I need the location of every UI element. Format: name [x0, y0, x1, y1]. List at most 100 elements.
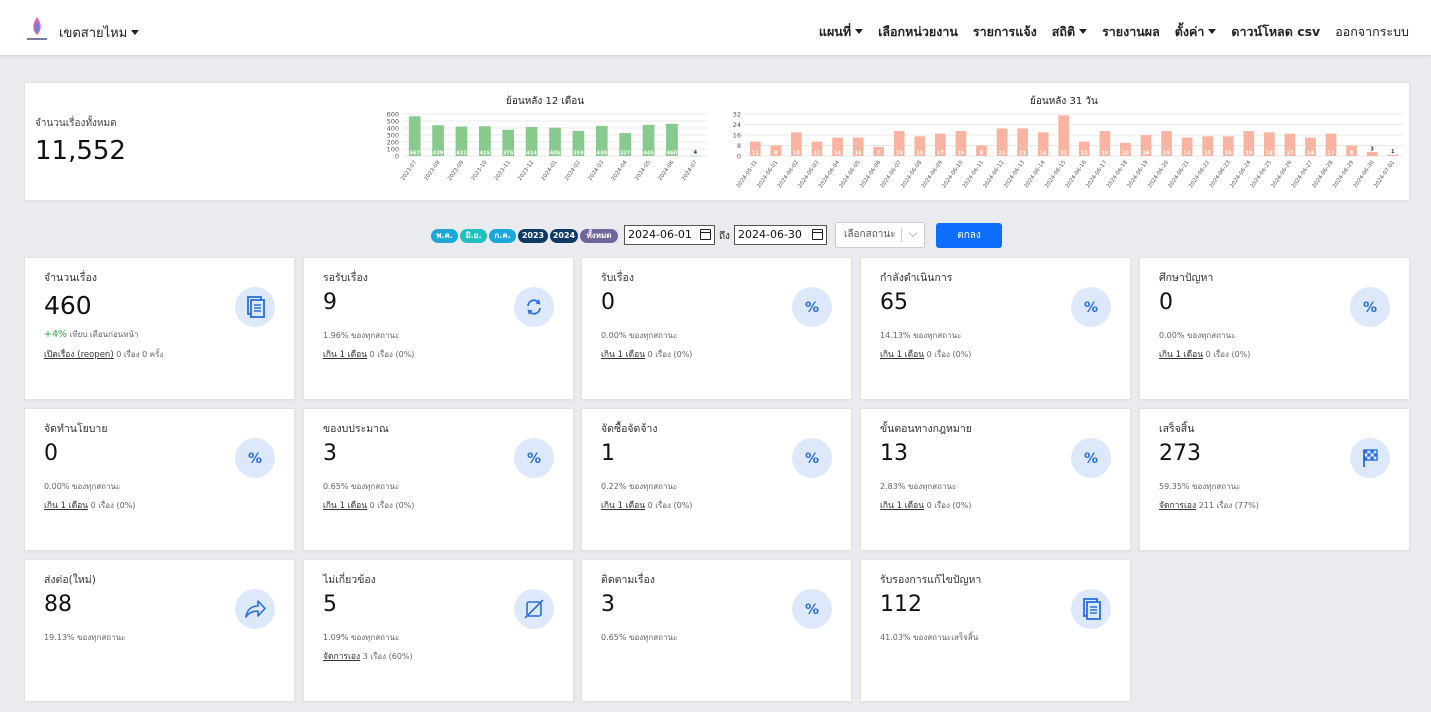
- pill-all[interactable]: ทั้งหมด: [580, 229, 618, 243]
- x-tick-label: 2023-09: [447, 159, 465, 182]
- pill-year-2023[interactable]: 2023: [518, 229, 548, 243]
- stat-link[interactable]: เกิน 1 เดือน: [880, 501, 925, 511]
- stat-link[interactable]: เกิน 1 เดือน: [44, 501, 89, 511]
- app-logo[interactable]: [24, 15, 50, 45]
- date-from-input[interactable]: 2024-06-01: [624, 225, 715, 245]
- stat-value: 0: [44, 441, 58, 466]
- menu-logout[interactable]: ออกจากระบบ: [1335, 24, 1409, 39]
- chevron-down-icon: [908, 228, 918, 238]
- stat-value: 460: [44, 291, 92, 320]
- district-dropdown[interactable]: เขตสายไหม: [59, 22, 140, 43]
- bar-data-label: 17: [937, 151, 944, 157]
- stat-percent: 0.65%: [323, 482, 349, 491]
- bar-data-label: 3: [1370, 147, 1374, 153]
- stat-link-note: 211 เรื่อง (77%): [1198, 501, 1259, 510]
- ok-button[interactable]: ตกลง: [936, 223, 1002, 248]
- stat-card[interactable]: รับรองการแก้ไขปัญหา 112 41.03% ของสถานะเสร…: [860, 559, 1131, 702]
- svg-text:%: %: [1084, 451, 1098, 467]
- stat-link-note: 0 เรื่อง 0 ครั้ง: [116, 350, 164, 359]
- x-tick-label: 2024-06-07: [880, 159, 904, 189]
- stat-percent-note: ของทุกสถานะ: [1186, 331, 1236, 340]
- refresh-icon: [514, 287, 554, 327]
- menu-select-agency[interactable]: เลือกหน่วยงาน: [878, 24, 958, 39]
- stat-link[interactable]: เกิน 1 เดือน: [1159, 350, 1204, 360]
- stat-link[interactable]: เกิน 1 เดือน: [323, 350, 368, 360]
- stat-card[interactable]: ส่งต่อ(ใหม่) 88 19.13% ของทุกสถานะ: [24, 559, 295, 702]
- chart-bar: [408, 116, 421, 156]
- menu-download-csv[interactable]: ดาวน์โหลด csv: [1231, 24, 1321, 39]
- stat-percent-note: ของทุกสถานะ: [350, 331, 400, 340]
- stat-link[interactable]: เปิดเรื่อง (reopen): [44, 350, 114, 360]
- percent-icon: %: [1071, 287, 1111, 327]
- stat-card[interactable]: ไม่เกี่ยวข้อง 5 1.09% ของทุกสถานะ จัดการเอง…: [303, 559, 574, 702]
- pill-june[interactable]: มิ.ย.: [460, 229, 487, 243]
- menu-map[interactable]: แผนที่: [819, 22, 864, 42]
- stat-card[interactable]: ติดตามเรื่อง 3% 0.65% ของทุกสถานะ: [581, 559, 852, 702]
- x-tick-label: 2023-11: [494, 160, 512, 182]
- bar-data-label: 8: [1350, 151, 1354, 157]
- stat-card[interactable]: เสร็จสิ้น 273 59.35% ของทุกสถานะ จัดการเอง …: [1139, 408, 1410, 551]
- menu-report-list[interactable]: รายการแจ้ง: [972, 24, 1037, 39]
- stat-link-note: 0 เรื่อง (0%): [369, 501, 415, 510]
- menu-settings[interactable]: ตั้งค่า: [1175, 22, 1217, 42]
- stat-card[interactable]: ขั้นตอนทางกฎหมาย 13% 2.83% ของทุกสถานะ เกิน…: [860, 408, 1131, 551]
- percent-icon: %: [1350, 287, 1390, 327]
- stat-card[interactable]: รับเรื่อง 0% 0.00% ของทุกสถานะ เกิน 1 เดือน…: [581, 257, 852, 400]
- chart-bar: [955, 131, 967, 156]
- menu-statistics[interactable]: สถิติ: [1052, 22, 1088, 42]
- stat-percent: 2.83%: [880, 482, 906, 491]
- stat-value: 112: [880, 592, 922, 617]
- bar-data-label: 19: [896, 151, 903, 157]
- chart-bar: [479, 126, 491, 156]
- stat-link[interactable]: เกิน 1 เดือน: [323, 501, 368, 511]
- stat-card[interactable]: จัดทำนโยบาย 0% 0.00% ของทุกสถานะ เกิน 1 เดื…: [24, 408, 295, 551]
- x-tick-label: 2024-06-20: [1147, 159, 1171, 189]
- stat-percent-note: ของทุกสถานะ: [350, 482, 400, 491]
- status-select[interactable]: เลือกสถานะ: [835, 222, 925, 248]
- stat-percent-note: ของทุกสถานะ: [350, 633, 400, 642]
- bar-data-label: 8: [980, 151, 984, 157]
- chart-bar: [996, 128, 1008, 156]
- bar-data-label: 21: [1019, 151, 1026, 157]
- date-to-input[interactable]: 2024-06-30: [734, 225, 827, 245]
- calendar-icon[interactable]: [700, 229, 711, 240]
- stat-card[interactable]: รอรับเรื่อง 9 1.96% ของทุกสถานะ เกิน 1 เดือ…: [303, 257, 574, 400]
- x-tick-label: 2024-06-27: [1291, 159, 1315, 189]
- checkered-flag-icon: [1350, 438, 1390, 478]
- stat-card[interactable]: ของบประมาณ 3% 0.65% ของทุกสถานะ เกิน 1 เดือ…: [303, 408, 574, 551]
- chart-bar: [689, 155, 702, 157]
- chart-bar: [455, 126, 468, 156]
- x-tick-label: 2024-02: [564, 160, 582, 182]
- stat-link[interactable]: เกิน 1 เดือน: [880, 350, 925, 360]
- stat-percent: 1.96%: [323, 331, 349, 340]
- pill-may[interactable]: พ.ค.: [431, 229, 458, 243]
- x-tick-label: 2024-07: [681, 159, 699, 182]
- calendar-icon[interactable]: [812, 229, 823, 240]
- stat-card[interactable]: กำลังดำเนินการ 65% 14.13% ของทุกสถานะ เกิน …: [860, 257, 1131, 400]
- percent-icon: %: [235, 438, 275, 478]
- total-value: 11,552: [35, 136, 126, 166]
- bar-data-label: 14: [1184, 151, 1191, 157]
- y-tick-label: 100: [387, 146, 399, 154]
- x-tick-label: 2024-06-30: [1353, 159, 1377, 189]
- stat-card[interactable]: จำนวนเรื่อง 460 +4% เทียบ เดือนก่อนหน้า เปิ…: [24, 257, 295, 400]
- menu-results-report[interactable]: รายงานผล: [1102, 24, 1160, 39]
- stat-link[interactable]: จัดการเอง: [323, 652, 361, 662]
- stat-link[interactable]: จัดการเอง: [1159, 501, 1197, 511]
- daily-chart: 08162432112024-05-3182024-06-01182024-06…: [733, 111, 1403, 189]
- bar-data-label: 17: [1328, 151, 1335, 157]
- svg-text:%: %: [805, 602, 819, 618]
- stat-card[interactable]: ศึกษาปัญหา 0% 0.00% ของทุกสถานะ เกิน 1 เดือ…: [1139, 257, 1410, 400]
- status-select-placeholder: เลือกสถานะ: [844, 229, 896, 240]
- stat-percent-note: ของทุกสถานะ: [913, 331, 962, 340]
- stat-title: ของบประมาณ: [323, 423, 389, 435]
- pill-july[interactable]: ก.ค.: [489, 229, 516, 243]
- stat-card[interactable]: จัดซื้อจัดจ้าง 1% 0.22% ของทุกสถานะ เกิน 1 …: [581, 408, 852, 551]
- stat-link[interactable]: เกิน 1 เดือน: [601, 350, 646, 360]
- stat-link[interactable]: เกิน 1 เดือน: [601, 501, 646, 511]
- pill-year-2024[interactable]: 2024: [550, 229, 578, 243]
- x-tick-label: 2024-06-23: [1209, 159, 1233, 189]
- y-tick-label: 600: [387, 111, 399, 119]
- x-tick-label: 2024-06: [657, 159, 675, 182]
- x-tick-label: 2024-06-14: [1024, 159, 1048, 189]
